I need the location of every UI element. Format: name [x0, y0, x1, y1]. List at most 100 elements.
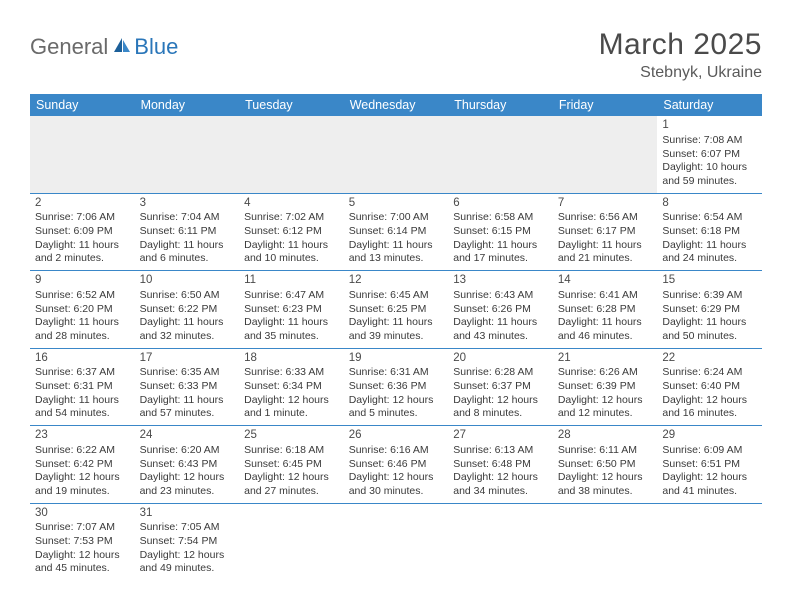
daylight-line: Daylight: 12 hours and 5 minutes. [349, 394, 444, 421]
calendar-week-row: 23Sunrise: 6:22 AMSunset: 6:42 PMDayligh… [30, 426, 762, 504]
daylight-line: Daylight: 11 hours and 24 minutes. [662, 239, 757, 266]
day-number: 6 [453, 196, 548, 211]
calendar-week-row: 9Sunrise: 6:52 AMSunset: 6:20 PM Daylight… [30, 271, 762, 349]
sunrise-line: Sunrise: 6:47 AM [244, 289, 339, 303]
calendar-day-cell: 7Sunrise: 6:56 AMSunset: 6:17 PMDaylight… [553, 193, 658, 271]
sunrise-line: Sunrise: 6:52 AM [35, 289, 130, 303]
calendar-day-cell: 5Sunrise: 7:00 AMSunset: 6:14 PMDaylight… [344, 193, 449, 271]
sunset-line: Sunset: 6:34 PM [244, 380, 339, 394]
daylight-line: Daylight: 12 hours and 23 minutes. [140, 471, 235, 498]
calendar-day-cell: 1Sunrise: 7:08 AMSunset: 6:07 PMDaylight… [657, 116, 762, 193]
day-number: 17 [140, 351, 235, 366]
daylight-line: Daylight: 11 hours and 13 minutes. [349, 239, 444, 266]
sunset-line: Sunset: 6:50 PM [558, 458, 653, 472]
sunset-line: Sunset: 6:20 PM [35, 303, 130, 317]
sunset-line: Sunset: 6:22 PM [140, 303, 235, 317]
day-number: 8 [662, 196, 757, 211]
day-number: 26 [349, 428, 444, 443]
daylight-line: Daylight: 11 hours and 6 minutes. [140, 239, 235, 266]
calendar-table: SundayMondayTuesdayWednesdayThursdayFrid… [30, 94, 762, 580]
calendar-day-cell: 17Sunrise: 6:35 AMSunset: 6:33 PMDayligh… [135, 348, 240, 426]
daylight-line: Daylight: 11 hours and 10 minutes. [244, 239, 339, 266]
calendar-day-cell: 12Sunrise: 6:45 AMSunset: 6:25 PMDayligh… [344, 271, 449, 349]
sunset-line: Sunset: 6:26 PM [453, 303, 548, 317]
sunrise-line: Sunrise: 6:13 AM [453, 444, 548, 458]
calendar-day-cell: 20Sunrise: 6:28 AMSunset: 6:37 PMDayligh… [448, 348, 553, 426]
sunrise-line: Sunrise: 6:56 AM [558, 211, 653, 225]
day-number: 16 [35, 351, 130, 366]
calendar-day-cell: 14Sunrise: 6:41 AMSunset: 6:28 PMDayligh… [553, 271, 658, 349]
day-number: 5 [349, 196, 444, 211]
daylight-line: Daylight: 12 hours and 38 minutes. [558, 471, 653, 498]
calendar-day-cell: 10Sunrise: 6:50 AMSunset: 6:22 PMDayligh… [135, 271, 240, 349]
daylight-line: Daylight: 11 hours and 21 minutes. [558, 239, 653, 266]
daylight-line: Daylight: 12 hours and 34 minutes. [453, 471, 548, 498]
calendar-day-cell: 13Sunrise: 6:43 AMSunset: 6:26 PMDayligh… [448, 271, 553, 349]
day-number: 20 [453, 351, 548, 366]
daylight-line: Daylight: 12 hours and 8 minutes. [453, 394, 548, 421]
day-number: 4 [244, 196, 339, 211]
sunrise-line: Sunrise: 6:18 AM [244, 444, 339, 458]
daylight-line: Daylight: 11 hours and 50 minutes. [662, 316, 757, 343]
sunset-line: Sunset: 6:40 PM [662, 380, 757, 394]
day-number: 18 [244, 351, 339, 366]
day-number: 24 [140, 428, 235, 443]
calendar-week-row: 2Sunrise: 7:06 AMSunset: 6:09 PMDaylight… [30, 193, 762, 271]
weekday-header: Friday [553, 94, 658, 116]
calendar-day-cell [448, 116, 553, 193]
day-number: 28 [558, 428, 653, 443]
sunrise-line: Sunrise: 6:11 AM [558, 444, 653, 458]
day-number: 12 [349, 273, 444, 288]
month-title: March 2025 [599, 28, 762, 62]
daylight-line: Daylight: 11 hours and 17 minutes. [453, 239, 548, 266]
title-block: March 2025 Stebnyk, Ukraine [599, 28, 762, 82]
calendar-day-cell: 24Sunrise: 6:20 AMSunset: 6:43 PMDayligh… [135, 426, 240, 504]
daylight-line: Daylight: 12 hours and 16 minutes. [662, 394, 757, 421]
daylight-line: Daylight: 11 hours and 43 minutes. [453, 316, 548, 343]
sunrise-line: Sunrise: 6:35 AM [140, 366, 235, 380]
day-number: 30 [35, 506, 130, 521]
sunset-line: Sunset: 7:54 PM [140, 535, 235, 549]
weekday-header: Sunday [30, 94, 135, 116]
sunrise-line: Sunrise: 6:43 AM [453, 289, 548, 303]
daylight-line: Daylight: 12 hours and 45 minutes. [35, 549, 130, 576]
weekday-header: Saturday [657, 94, 762, 116]
calendar-day-cell [344, 503, 449, 580]
sunrise-line: Sunrise: 6:24 AM [662, 366, 757, 380]
logo-sail-icon [112, 36, 132, 54]
calendar-day-cell: 9Sunrise: 6:52 AMSunset: 6:20 PMDaylight… [30, 271, 135, 349]
calendar-day-cell: 28Sunrise: 6:11 AMSunset: 6:50 PMDayligh… [553, 426, 658, 504]
sunrise-line: Sunrise: 6:41 AM [558, 289, 653, 303]
weekday-header: Thursday [448, 94, 553, 116]
daylight-line: Daylight: 12 hours and 19 minutes. [35, 471, 130, 498]
daylight-line: Daylight: 12 hours and 41 minutes. [662, 471, 757, 498]
day-number: 31 [140, 506, 235, 521]
sunrise-line: Sunrise: 7:00 AM [349, 211, 444, 225]
daylight-line: Daylight: 11 hours and 54 minutes. [35, 394, 130, 421]
calendar-day-cell: 3Sunrise: 7:04 AMSunset: 6:11 PMDaylight… [135, 193, 240, 271]
day-number: 1 [662, 118, 757, 133]
sunset-line: Sunset: 6:33 PM [140, 380, 235, 394]
calendar-day-cell [239, 116, 344, 193]
sunrise-line: Sunrise: 7:05 AM [140, 521, 235, 535]
logo-text-blue: Blue [134, 34, 178, 60]
sunset-line: Sunset: 6:25 PM [349, 303, 444, 317]
day-number: 21 [558, 351, 653, 366]
sunrise-line: Sunrise: 6:28 AM [453, 366, 548, 380]
sunset-line: Sunset: 6:14 PM [349, 225, 444, 239]
day-number: 19 [349, 351, 444, 366]
calendar-day-cell: 29Sunrise: 6:09 AMSunset: 6:51 PMDayligh… [657, 426, 762, 504]
sunrise-line: Sunrise: 6:50 AM [140, 289, 235, 303]
day-number: 13 [453, 273, 548, 288]
calendar-day-cell: 8Sunrise: 6:54 AMSunset: 6:18 PMDaylight… [657, 193, 762, 271]
sunrise-line: Sunrise: 6:31 AM [349, 366, 444, 380]
sunset-line: Sunset: 6:18 PM [662, 225, 757, 239]
calendar-day-cell: 31Sunrise: 7:05 AMSunset: 7:54 PMDayligh… [135, 503, 240, 580]
daylight-line: Daylight: 11 hours and 32 minutes. [140, 316, 235, 343]
calendar-day-cell: 30Sunrise: 7:07 AMSunset: 7:53 PMDayligh… [30, 503, 135, 580]
day-number: 27 [453, 428, 548, 443]
header: General Blue March 2025 Stebnyk, Ukraine [30, 28, 762, 82]
day-number: 2 [35, 196, 130, 211]
sunset-line: Sunset: 7:53 PM [35, 535, 130, 549]
day-number: 9 [35, 273, 130, 288]
